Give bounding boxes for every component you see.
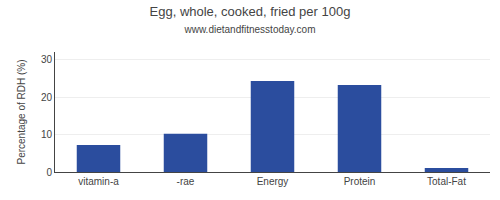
svg-text:Energy: Energy — [257, 176, 289, 187]
svg-text:10: 10 — [41, 129, 53, 140]
svg-text:Protein: Protein — [344, 176, 376, 187]
svg-text:30: 30 — [41, 54, 53, 65]
svg-text:0: 0 — [46, 167, 52, 178]
svg-text:Percentage of RDH (%): Percentage of RDH (%) — [16, 59, 27, 164]
svg-text:20: 20 — [41, 92, 53, 103]
svg-text:Egg, whole, cooked, fried per: Egg, whole, cooked, fried per 100gwww.di… — [150, 4, 351, 35]
svg-text:-rae: -rae — [177, 176, 195, 187]
svg-text:Total-Fat: Total-Fat — [427, 176, 466, 187]
svg-text:vitamin-a: vitamin-a — [78, 176, 119, 187]
